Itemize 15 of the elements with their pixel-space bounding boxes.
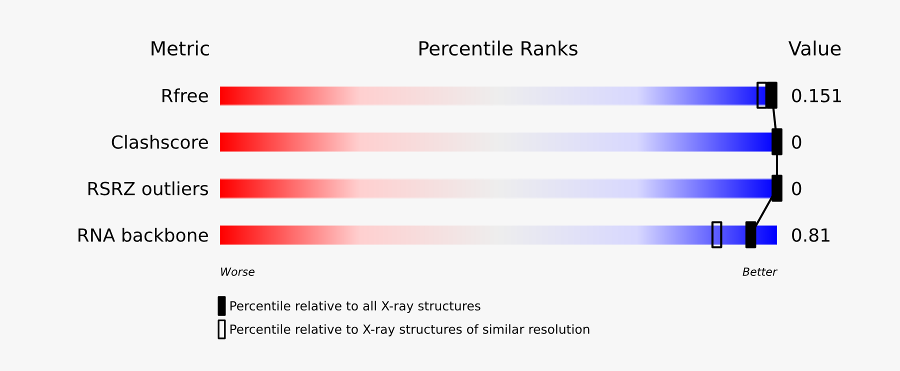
- legend-label: Percentile relative to all X-ray structures: [230, 300, 480, 313]
- y-tick-label: Rfree: [162, 88, 208, 102]
- y-tick-label: RNA backbone: [78, 228, 208, 242]
- y-axis-title: Metric: [152, 40, 210, 56]
- chart-title: Percentile Ranks: [420, 40, 578, 56]
- y2-tick-label: 0: [792, 182, 802, 196]
- legend-label: Percentile relative to X-ray structures of similar resolution: [230, 324, 590, 336]
- text: Worse: [221, 268, 254, 276]
- y-tick-label: Clashscore: [112, 134, 208, 149]
- y2-axis-title: Value: [788, 40, 841, 56]
- text: Better: [742, 268, 778, 276]
- y2-tick-label: 0: [792, 135, 802, 149]
- y2-tick-label: 0.151: [792, 88, 841, 102]
- y2-tick-label: 0.81: [792, 228, 830, 242]
- y-tick-label: RSRZ outliers: [88, 181, 208, 196]
